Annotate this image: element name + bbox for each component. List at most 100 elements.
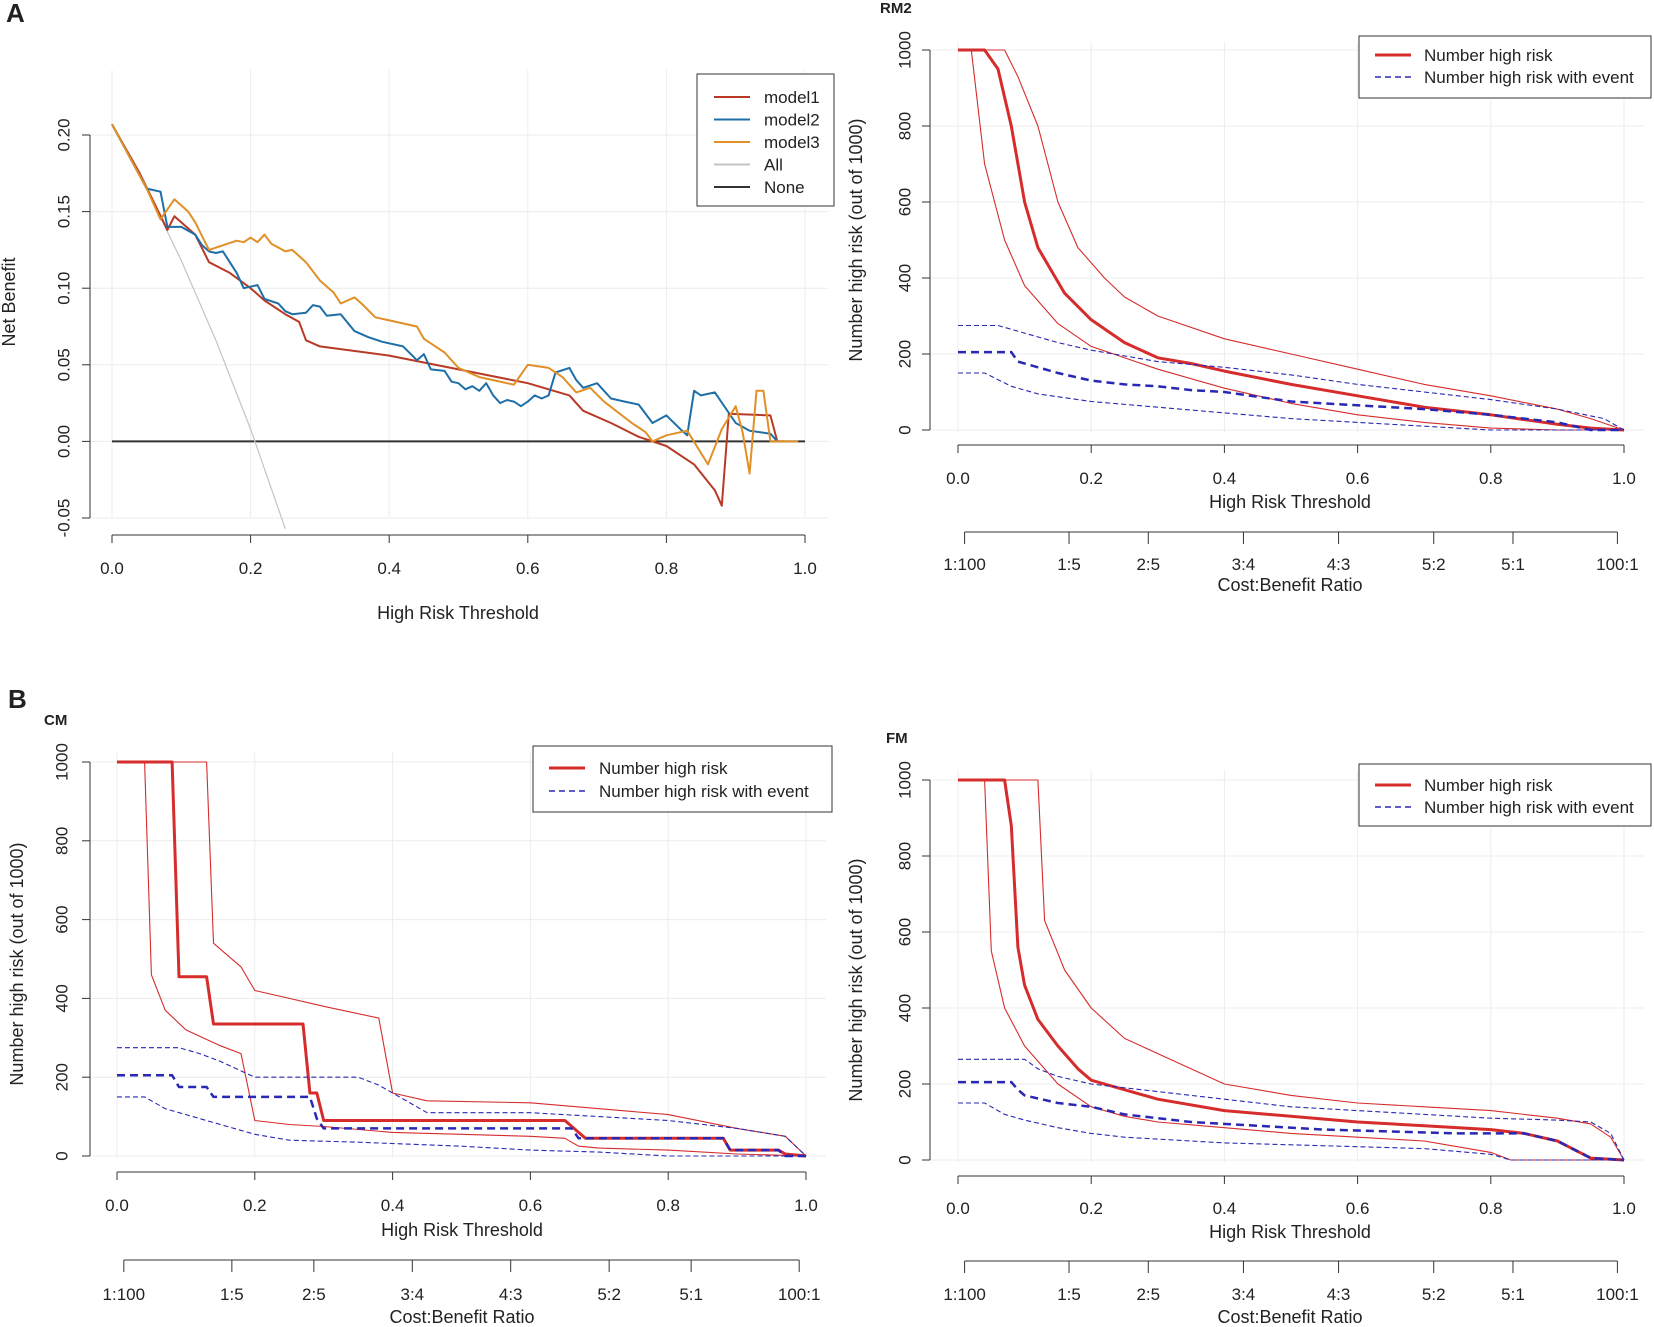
dca-legend-label-model1: model1 — [764, 88, 820, 107]
cm-y-tick-label: 800 — [53, 827, 72, 855]
cm-legend-label-event: Number high risk with event — [599, 782, 809, 801]
rm2-cost-benefit-tick-label: 100:1 — [1596, 555, 1639, 574]
rm2-y-tick-label: 600 — [896, 188, 915, 216]
dca-legend-label-none: None — [764, 178, 805, 197]
rm2-cost-benefit-tick-label: 1:100 — [943, 555, 986, 574]
rm2-line-number-high-risk-with-event-upper — [958, 324, 1625, 431]
cm-title: CM — [44, 712, 67, 729]
rm2-line-number-high-risk-lower — [958, 49, 1624, 431]
cm-cost-benefit-tick-label: 3:4 — [400, 1285, 424, 1304]
dca-line-all — [111, 124, 286, 529]
cm-line-number-high-risk-lower — [117, 761, 807, 1157]
dca-x-tick-label: 0.8 — [655, 559, 679, 578]
fm-x-tick-label: 0.6 — [1346, 1199, 1370, 1218]
rm2-cost-benefit-tick-label: 2:5 — [1136, 555, 1160, 574]
rm2-line-number-high-risk-with-event-lower — [958, 372, 1624, 431]
fm-y-tick-label: 600 — [896, 918, 915, 946]
dca-legend-label-model2: model2 — [764, 111, 820, 130]
cm-cost-benefit-tick-label: 1:5 — [220, 1285, 244, 1304]
fm-cost-benefit-tick-label: 1:5 — [1057, 1285, 1081, 1304]
rm2-x-tick-label: 0.6 — [1346, 469, 1370, 488]
rm2-legend-label-main: Number high risk — [1424, 46, 1553, 65]
fm-y-tick-label: 800 — [896, 842, 915, 870]
fm-y-tick-label: 1000 — [896, 761, 915, 799]
dca-x-tick-label: 0.4 — [377, 559, 401, 578]
rm2-x-axis-title: High Risk Threshold — [1209, 492, 1371, 512]
fm-line-number-high-risk-with-event-upper — [958, 1058, 1625, 1161]
cm-cost-benefit-tick-label: 100:1 — [778, 1285, 821, 1304]
fm-cost-benefit-tick-label: 100:1 — [1596, 1285, 1639, 1304]
cm-cost-benefit-tick-label: 5:1 — [679, 1285, 703, 1304]
fm-y-tick-label: 0 — [896, 1155, 915, 1164]
fm-legend-box — [1358, 763, 1652, 827]
cm-cost-benefit-tick-label: 1:100 — [103, 1285, 146, 1304]
cm-cost-benefit-tick-label: 5:2 — [597, 1285, 621, 1304]
rm2-cost-benefit-tick-label: 5:1 — [1501, 555, 1525, 574]
dca-line-model2 — [111, 123, 779, 443]
panel-label-b: B — [8, 684, 27, 714]
cm-y-tick-label: 600 — [53, 905, 72, 933]
rm2-y-tick-label: 200 — [896, 340, 915, 368]
fm-cost-benefit-axis: 1:100 1:5 2:5 3:4 4:3 5:2 5:1 100:1 — [943, 1260, 1639, 1304]
dca-series — [111, 123, 805, 529]
fm-cost-benefit-tick-label: 4:3 — [1327, 1285, 1351, 1304]
rm2-x-tick-label: 1.0 — [1612, 469, 1636, 488]
dca-line-model1 — [111, 123, 785, 507]
rm2-legend: Number high risk Number high risk with e… — [1358, 35, 1652, 99]
rm2-series — [958, 48, 1625, 432]
fm-legend: Number high risk Number high risk with e… — [1358, 763, 1652, 827]
rm2-cost-benefit-tick-label: 1:5 — [1057, 555, 1081, 574]
fm-grid — [930, 770, 1644, 1162]
fm-y-tick-label: 400 — [896, 994, 915, 1022]
cm-line-number-high-risk — [117, 760, 807, 1158]
dca-x-axis: 0.0 0.2 0.4 0.6 0.8 1.0 — [100, 534, 817, 578]
rm2-legend-label-event: Number high risk with event — [1424, 68, 1634, 87]
fm-y-axis-title: Number high risk (out of 1000) — [846, 858, 866, 1101]
rm2-x-tick-label: 0.4 — [1213, 469, 1237, 488]
cm-line-number-high-risk-upper — [117, 761, 807, 1157]
dca-y-tick-label: 0.00 — [55, 425, 74, 458]
dca-y-tick-label: 0.05 — [55, 348, 74, 381]
cm-grid — [90, 752, 826, 1158]
cm-x-tick-label: 0.2 — [243, 1196, 267, 1215]
rm2-cost-benefit-title: Cost:Benefit Ratio — [1217, 575, 1362, 595]
cm-series — [117, 760, 807, 1158]
fm-x-tick-label: 1.0 — [1612, 1199, 1636, 1218]
fm-x-tick-label: 0.8 — [1479, 1199, 1503, 1218]
fm-title: FM — [886, 730, 908, 747]
rm2-cost-benefit-tick-label: 5:2 — [1422, 555, 1446, 574]
dca-legend-label-all: All — [764, 156, 783, 175]
fm-x-axis: 0.0 0.2 0.4 0.6 0.8 1.0 — [946, 1175, 1636, 1218]
rm2-cost-benefit-tick-label: 4:3 — [1327, 555, 1351, 574]
dca-y-tick-label: 0.10 — [55, 272, 74, 305]
cm-x-axis-title: High Risk Threshold — [381, 1220, 543, 1240]
cm-cost-benefit-tick-label: 2:5 — [302, 1285, 326, 1304]
rm2-y-tick-label: 400 — [896, 264, 915, 292]
cm-line-number-high-risk-with-event-upper — [117, 1047, 807, 1157]
cm-legend-label-main: Number high risk — [599, 759, 728, 778]
rm2-y-axis-title: Number high risk (out of 1000) — [846, 118, 866, 361]
rm2-y-tick-label: 800 — [896, 112, 915, 140]
fm-x-tick-label: 0.4 — [1213, 1199, 1237, 1218]
dca-y-axis: -0.05 0.00 0.05 0.10 0.15 0.20 — [55, 118, 91, 537]
rm2-chart: RM2 0.0 0.2 0.4 0.6 0.8 1.0 0 200 400 600 800 1000… — [846, 0, 1652, 595]
dca-x-axis-title: High Risk Threshold — [377, 603, 539, 623]
dca-y-tick-label: 0.20 — [55, 118, 74, 151]
rm2-title: RM2 — [880, 0, 912, 17]
dca-x-tick-label: 0.2 — [239, 559, 263, 578]
cm-legend: Number high risk Number high risk with e… — [532, 745, 833, 813]
fm-line-number-high-risk-with-event-lower — [958, 1102, 1624, 1161]
dca-x-tick-label: 0.6 — [516, 559, 540, 578]
fm-cost-benefit-tick-label: 3:4 — [1232, 1285, 1256, 1304]
cm-line-number-high-risk-with-event-lower — [117, 1096, 806, 1157]
fm-cost-benefit-tick-label: 5:1 — [1501, 1285, 1525, 1304]
rm2-legend-box — [1358, 35, 1652, 99]
fm-legend-label-main: Number high risk — [1424, 776, 1553, 795]
fm-cost-benefit-title: Cost:Benefit Ratio — [1217, 1307, 1362, 1327]
fm-series — [958, 778, 1625, 1162]
panel-label-a: A — [6, 0, 25, 28]
fm-x-tick-label: 0.2 — [1079, 1199, 1103, 1218]
rm2-y-axis: 0 200 400 600 800 1000 — [896, 31, 931, 435]
fm-x-tick-label: 0.0 — [946, 1199, 970, 1218]
cm-cost-benefit-tick-label: 4:3 — [499, 1285, 523, 1304]
